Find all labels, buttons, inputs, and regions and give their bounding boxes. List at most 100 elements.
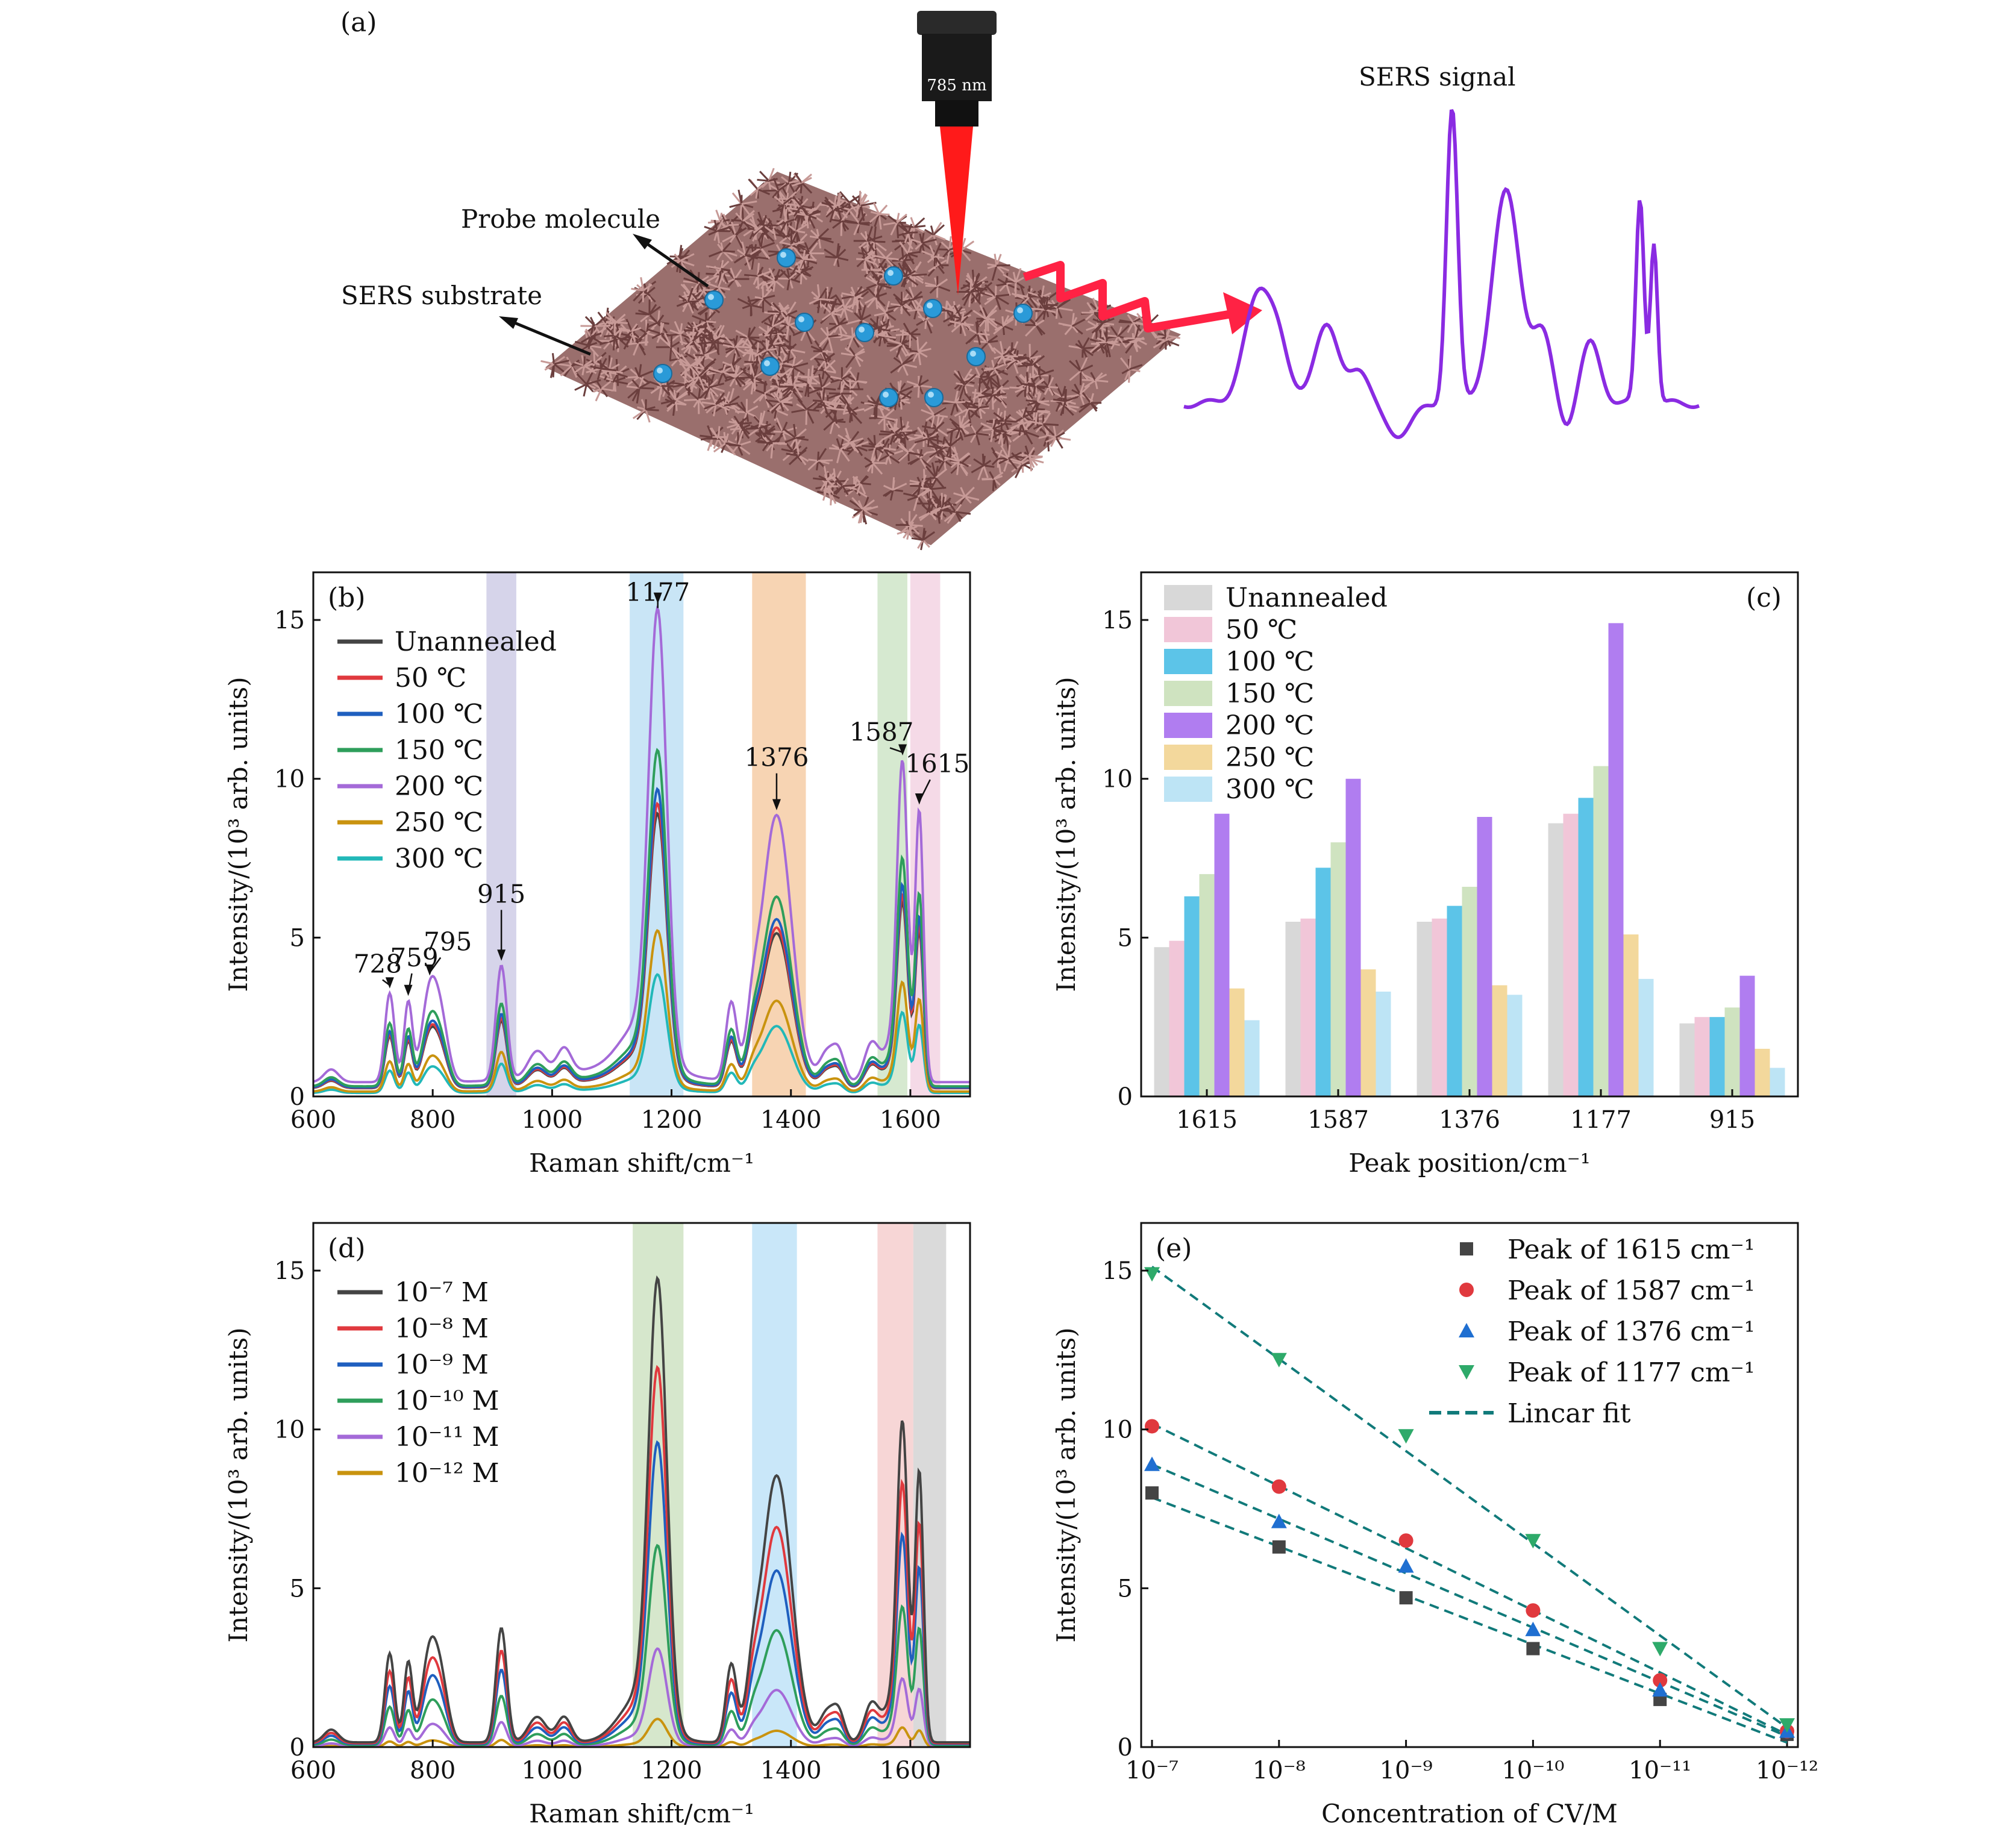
nanostar-spike	[817, 448, 827, 461]
bar	[1229, 988, 1245, 1096]
nanostar-spike	[950, 460, 959, 468]
nanostar-cluster	[991, 447, 1012, 474]
nanostar-cluster	[996, 272, 1020, 296]
nanostar-spike	[987, 342, 994, 352]
nanostar-spike	[921, 488, 931, 497]
nanostar-spike	[788, 324, 800, 331]
nanostar-spike	[818, 228, 830, 239]
nanostar-spike	[928, 435, 939, 440]
nanostar-spike	[972, 310, 987, 320]
nanostar-cluster	[721, 364, 745, 387]
nanostar-spike	[977, 333, 990, 336]
nanostar-spike	[600, 358, 607, 369]
nanostar-spike	[937, 264, 945, 274]
nanostar-cluster	[1122, 324, 1147, 352]
nanostar-spike	[1024, 431, 1039, 438]
nanostar-spike	[869, 275, 878, 285]
nanostar-spike	[1003, 354, 1018, 358]
x-tick-label: 10⁻¹⁰	[1501, 1757, 1564, 1784]
nanostar-spike	[1001, 432, 1012, 437]
nanostar-spike	[1077, 340, 1084, 349]
nanostar-cluster	[944, 446, 971, 475]
nanostar-spike	[956, 310, 966, 316]
nanostar-spike	[895, 333, 910, 336]
nanostar-spike	[895, 296, 903, 306]
nanostar-spike	[715, 398, 726, 405]
nanostar-spike	[866, 226, 874, 242]
nanostar-spike	[792, 384, 803, 398]
probe-molecule-icon	[884, 266, 903, 286]
nanostar-spike	[595, 325, 611, 327]
nanostar-spike	[731, 423, 740, 435]
nanostar-spike	[921, 250, 935, 258]
nanostar-cluster	[581, 322, 603, 349]
nanostar-spike	[731, 192, 742, 205]
x-tick-label: 10⁻⁷	[1125, 1757, 1179, 1784]
bar	[1376, 992, 1391, 1096]
nanostar-cluster	[895, 511, 923, 537]
nanostar-spike	[683, 277, 699, 284]
nanostar-spike	[1061, 386, 1066, 398]
nanostar-spike	[738, 423, 748, 436]
nanostar-spike	[974, 367, 981, 378]
legend-label: 50 ℃	[395, 663, 466, 693]
nanostar-spike	[862, 499, 875, 510]
nanostar-spike	[800, 266, 814, 274]
nanostar-spike	[1025, 399, 1038, 403]
nanostar-spike	[718, 436, 727, 445]
bar	[1330, 842, 1346, 1096]
nanostar-spike	[854, 351, 865, 357]
nanostar-spike	[687, 287, 694, 302]
nanostar-spike	[930, 414, 936, 428]
nanostar-spike	[687, 301, 699, 311]
nanostar-spike	[829, 421, 835, 434]
nanostar-spike	[854, 476, 862, 484]
nanostar-cluster	[914, 429, 943, 447]
nanostar-spike	[809, 242, 818, 254]
nanostar-spike	[866, 243, 874, 255]
nanostar-spike	[670, 334, 673, 348]
x-tick-label: 1200	[641, 1757, 703, 1784]
nanostar-spike	[819, 479, 828, 491]
probe-molecule-icon	[879, 388, 898, 407]
nanostar-spike	[901, 253, 909, 267]
nanostar-cluster	[920, 477, 947, 503]
nanostar-spike	[770, 443, 774, 459]
molecule-highlight	[764, 360, 770, 366]
nanostar-spike	[746, 405, 759, 413]
nanostar-spike	[970, 282, 983, 293]
probe-molecule-icon	[924, 388, 944, 407]
nanostar-spike	[909, 435, 924, 442]
bar	[1593, 766, 1609, 1096]
nanostar-spike	[773, 392, 781, 403]
peak-arrowhead	[404, 984, 413, 996]
nanostar-spike	[913, 533, 924, 541]
nanostar-spike	[969, 291, 981, 305]
nanostar-cluster	[807, 448, 833, 471]
nanostar-spike	[777, 190, 786, 199]
nanostar-spike	[781, 421, 788, 433]
nanostar-spike	[659, 336, 672, 348]
nanostar-spike	[1031, 401, 1039, 412]
series-line	[313, 1365, 970, 1745]
nanostar-spike	[934, 255, 945, 260]
nanostar-spike	[998, 359, 1013, 367]
nanostar-spike	[713, 268, 722, 277]
x-tick-label: 1400	[760, 1106, 822, 1134]
nanostar-cluster	[744, 263, 773, 290]
series-line	[313, 1647, 970, 1748]
nanostar-spike	[731, 353, 736, 366]
nanostar-spike	[754, 377, 768, 386]
probe-molecule-icon	[966, 347, 986, 366]
nanostar-spike	[786, 196, 795, 208]
nanostar-spike	[1063, 404, 1074, 416]
nanostar-spike	[1008, 451, 1022, 460]
nanostar-cluster	[874, 301, 897, 327]
nanostar-spike	[1045, 434, 1056, 439]
nanostar-spike	[689, 366, 700, 377]
nanostar-spike	[1039, 369, 1054, 376]
nanostar-spike	[768, 331, 778, 335]
x-tick-label: 800	[410, 1757, 455, 1784]
nanostar-cluster	[763, 178, 790, 202]
nanostar-spike	[768, 167, 775, 181]
